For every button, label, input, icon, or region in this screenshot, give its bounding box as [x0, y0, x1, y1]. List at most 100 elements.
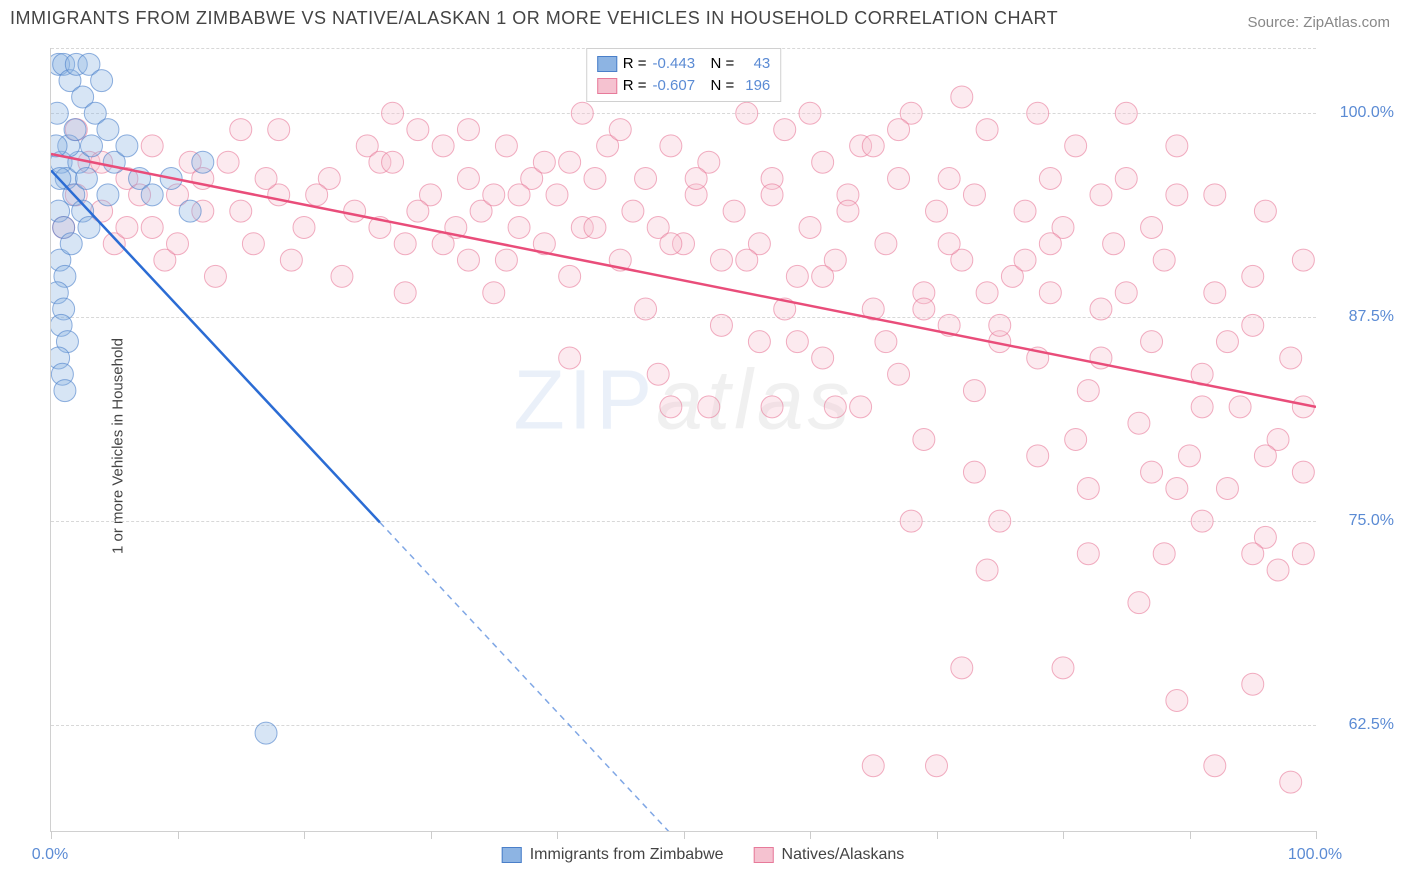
scatter-point — [1128, 592, 1150, 614]
scatter-point — [875, 233, 897, 255]
x-tick — [1190, 831, 1191, 839]
scatter-point — [774, 119, 796, 141]
scatter-point — [280, 249, 302, 271]
scatter-point — [495, 249, 517, 271]
scatter-point — [1090, 298, 1112, 320]
scatter-point — [1166, 184, 1188, 206]
scatter-point — [382, 102, 404, 124]
scatter-point — [951, 657, 973, 679]
scatter-point — [1166, 690, 1188, 712]
scatter-point — [1179, 445, 1201, 467]
scatter-point — [192, 151, 214, 173]
scatter-point — [457, 119, 479, 141]
scatter-point — [1027, 445, 1049, 467]
legend-row-zimbabwe: R = -0.443 N = 43 — [597, 53, 771, 75]
scatter-point — [64, 119, 86, 141]
scatter-point — [1166, 135, 1188, 157]
scatter-point — [1254, 445, 1276, 467]
x-tick — [557, 831, 558, 839]
scatter-point — [710, 314, 732, 336]
scatter-point — [862, 135, 884, 157]
scatter-point — [432, 233, 454, 255]
scatter-point — [976, 282, 998, 304]
scatter-point — [91, 70, 113, 92]
scatter-point — [799, 102, 821, 124]
scatter-point — [1115, 282, 1137, 304]
legend-n-value-zimbabwe: 43 — [740, 53, 770, 75]
scatter-point — [242, 233, 264, 255]
scatter-point — [141, 135, 163, 157]
scatter-point — [51, 168, 71, 190]
scatter-point — [217, 151, 239, 173]
scatter-point — [1090, 184, 1112, 206]
scatter-point — [508, 184, 530, 206]
legend-r-label: R = — [623, 75, 647, 97]
scatter-point — [1242, 673, 1264, 695]
correlation-legend: R = -0.443 N = 43 R = -0.607 N = 196 — [586, 48, 782, 102]
scatter-point — [647, 363, 669, 385]
scatter-point — [1153, 249, 1175, 271]
scatter-point — [1039, 282, 1061, 304]
scatter-point — [1115, 168, 1137, 190]
scatter-point — [394, 282, 416, 304]
scatter-point — [1292, 249, 1314, 271]
scatter-point — [888, 168, 910, 190]
scatter-point — [862, 755, 884, 777]
legend-n-label: N = — [711, 53, 735, 75]
scatter-point — [546, 184, 568, 206]
scatter-point — [1204, 755, 1226, 777]
bottom-swatch-natives — [754, 847, 774, 863]
regression-line — [51, 154, 1316, 407]
scatter-point — [97, 184, 119, 206]
scatter-point — [837, 200, 859, 222]
scatter-point — [812, 347, 834, 369]
scatter-point — [1216, 477, 1238, 499]
scatter-point — [141, 216, 163, 238]
legend-n-value-natives: 196 — [740, 75, 770, 97]
scatter-point — [179, 200, 201, 222]
scatter-point — [1292, 543, 1314, 565]
scatter-point — [204, 265, 226, 287]
scatter-point — [584, 168, 606, 190]
scatter-point — [495, 135, 517, 157]
legend-swatch-zimbabwe — [597, 56, 617, 72]
scatter-point — [1166, 477, 1188, 499]
scatter-point — [609, 119, 631, 141]
scatter-point — [1242, 543, 1264, 565]
scatter-point — [736, 249, 758, 271]
scatter-point — [926, 755, 948, 777]
y-tick-label: 62.5% — [1349, 716, 1394, 734]
scatter-point — [913, 298, 935, 320]
legend-row-natives: R = -0.607 N = 196 — [597, 75, 771, 97]
scatter-point — [1242, 314, 1264, 336]
scatter-point — [660, 233, 682, 255]
scatter-point — [622, 200, 644, 222]
scatter-point — [293, 216, 315, 238]
scatter-point — [457, 249, 479, 271]
scatter-point — [913, 429, 935, 451]
x-tick — [1063, 831, 1064, 839]
regression-line-dashed — [380, 522, 684, 831]
scatter-point — [989, 510, 1011, 532]
scatter-point — [80, 135, 102, 157]
scatter-point — [963, 380, 985, 402]
x-tick — [684, 831, 685, 839]
scatter-point — [1103, 233, 1125, 255]
x-tick-label: 0.0% — [32, 846, 68, 864]
bottom-legend-label-zimbabwe: Immigrants from Zimbabwe — [530, 846, 724, 864]
legend-r-value-zimbabwe: -0.443 — [653, 53, 705, 75]
scatter-point — [1254, 200, 1276, 222]
scatter-point — [761, 396, 783, 418]
scatter-point — [508, 216, 530, 238]
x-tick — [937, 831, 938, 839]
scatter-point — [660, 135, 682, 157]
scatter-point — [1141, 331, 1163, 353]
scatter-point — [976, 559, 998, 581]
y-tick-label: 100.0% — [1340, 104, 1394, 122]
legend-n-label: N = — [711, 75, 735, 97]
scatter-point — [938, 233, 960, 255]
scatter-point — [635, 298, 657, 320]
bottom-legend-zimbabwe: Immigrants from Zimbabwe — [502, 846, 724, 864]
scatter-point — [75, 168, 97, 190]
bottom-legend-natives: Natives/Alaskans — [754, 846, 905, 864]
